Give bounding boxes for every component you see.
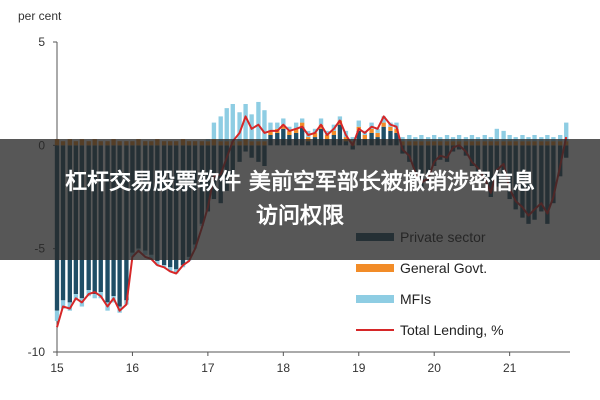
legend-label: General Govt. bbox=[400, 260, 487, 276]
x-tick-label: 16 bbox=[126, 361, 140, 375]
mfis-bar bbox=[161, 265, 167, 268]
general-govt-bar bbox=[388, 126, 393, 131]
general-govt-bar bbox=[394, 128, 399, 133]
mfis-bar bbox=[230, 104, 235, 142]
mfis-bar bbox=[407, 135, 412, 142]
mfis-bar bbox=[300, 118, 305, 123]
mfis-bar bbox=[494, 128, 499, 142]
mfis-bar bbox=[92, 294, 97, 299]
private-sector-bar bbox=[356, 130, 361, 146]
general-govt-bar bbox=[362, 135, 367, 140]
mfis-bar bbox=[482, 135, 487, 142]
mfis-bar bbox=[456, 135, 462, 142]
mfis-bar bbox=[558, 135, 563, 142]
mfis-bar bbox=[243, 104, 248, 140]
mfis-bar bbox=[532, 135, 537, 142]
mfis-bar bbox=[67, 302, 72, 311]
general-govt-bar bbox=[375, 132, 380, 138]
banner-line-1: 杠杆交易股票软件 美前空军部长被撤销涉密信息 bbox=[65, 169, 535, 195]
general-govt-bar bbox=[293, 128, 299, 133]
mfis-bar bbox=[174, 269, 179, 274]
mfis-bar bbox=[281, 118, 286, 125]
mfis-bar bbox=[356, 120, 361, 127]
mfis-bar bbox=[324, 130, 330, 135]
general-govt-bar bbox=[324, 135, 330, 140]
legend-swatch bbox=[356, 264, 394, 272]
y-tick-label: -10 bbox=[28, 345, 46, 359]
mfis-bar bbox=[256, 101, 261, 142]
mfis-bar bbox=[369, 122, 374, 129]
mfis-bar bbox=[375, 128, 380, 133]
mfis-bar bbox=[337, 116, 343, 121]
private-sector-bar bbox=[381, 126, 386, 146]
x-tick-label: 19 bbox=[352, 361, 366, 375]
mfis-bar bbox=[268, 122, 273, 131]
mfis-bar bbox=[444, 135, 450, 142]
mfis-bar bbox=[419, 135, 424, 142]
mfis-bar bbox=[275, 122, 280, 129]
legend-label: Total Lending, % bbox=[400, 322, 504, 338]
private-sector-bar bbox=[337, 124, 343, 146]
x-tick-label: 17 bbox=[201, 361, 215, 375]
mfis-bar bbox=[520, 135, 525, 142]
mfis-bar bbox=[262, 110, 267, 142]
mfis-bar bbox=[545, 135, 550, 142]
mfis-bar bbox=[73, 294, 79, 301]
x-tick-label: 20 bbox=[428, 361, 442, 375]
mfis-bar bbox=[507, 135, 512, 142]
legend-label: MFIs bbox=[400, 291, 431, 307]
mfis-bar bbox=[237, 112, 242, 142]
x-tick-label: 15 bbox=[50, 361, 64, 375]
general-govt-bar bbox=[268, 130, 273, 135]
banner-line-2: 访问权限 bbox=[255, 203, 344, 229]
mfis-bar bbox=[167, 267, 173, 272]
general-govt-bar bbox=[369, 128, 374, 133]
general-govt-bar bbox=[381, 122, 386, 127]
y-tick-label: 5 bbox=[38, 35, 45, 49]
mfis-bar bbox=[469, 135, 475, 142]
private-sector-bar bbox=[318, 128, 324, 146]
overlay-banner: 杠杆交易股票软件 美前空军部长被撤销涉密信息 访问权限 bbox=[0, 139, 600, 260]
general-govt-bar bbox=[331, 130, 337, 135]
mfis-bar bbox=[155, 261, 160, 266]
mfis-bar bbox=[218, 116, 223, 142]
private-sector-bar bbox=[281, 128, 286, 146]
legend-total-lending: Total Lending, % bbox=[356, 322, 504, 338]
x-axis: 15 16 17 18 19 20 21 bbox=[50, 351, 570, 375]
unit-label: per cent bbox=[18, 9, 62, 23]
x-tick-label: 21 bbox=[503, 361, 517, 375]
mfis-bar bbox=[293, 122, 299, 129]
mfis-bar bbox=[224, 108, 229, 142]
private-sector-bar bbox=[300, 126, 305, 146]
mfis-bar bbox=[60, 300, 66, 309]
legend-general-govt: General Govt. bbox=[356, 260, 487, 276]
mfis-bar bbox=[381, 116, 386, 123]
legend-mfis: MFIs bbox=[356, 291, 431, 307]
mfis-bar bbox=[287, 126, 292, 131]
general-govt-bar bbox=[287, 130, 292, 135]
mfis-bar bbox=[318, 118, 324, 125]
mfis-bar bbox=[312, 128, 318, 133]
mfis-bar bbox=[564, 122, 569, 142]
legend-swatch bbox=[356, 295, 394, 303]
mfis-bar bbox=[501, 130, 506, 142]
general-govt-bar bbox=[300, 122, 305, 127]
mfis-bar bbox=[54, 310, 60, 321]
general-govt-bar bbox=[312, 132, 318, 138]
mfis-bar bbox=[432, 135, 437, 142]
mfis-bar bbox=[211, 122, 217, 140]
private-sector-bar bbox=[388, 130, 393, 146]
x-tick-label: 18 bbox=[277, 361, 291, 375]
general-govt-bar bbox=[281, 124, 286, 129]
